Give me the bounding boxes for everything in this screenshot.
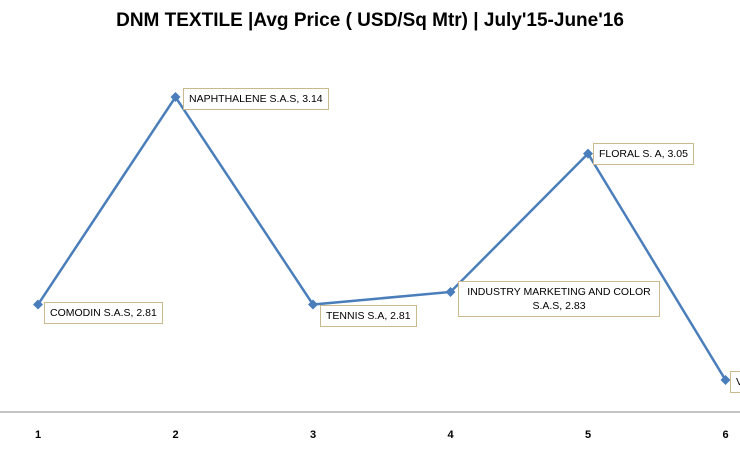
data-point-marker — [33, 299, 43, 310]
data-label: V — [730, 371, 740, 393]
data-label: COMODIN S.A.S, 2.81 — [44, 302, 163, 324]
data-point-marker — [583, 148, 593, 159]
x-tick-label: 2 — [172, 429, 178, 441]
x-tick-label: 4 — [447, 429, 454, 441]
x-tick-label: 5 — [585, 429, 591, 441]
data-label: INDUSTRY MARKETING AND COLOR S.A.S, 2.83 — [458, 281, 660, 317]
data-label: NAPHTHALENE S.A.S, 3.14 — [183, 88, 329, 110]
data-point-marker — [170, 92, 181, 102]
data-label: FLORAL S. A, 3.05 — [593, 143, 694, 165]
data-label: TENNIS S.A, 2.81 — [320, 305, 417, 327]
x-tick-label: 3 — [310, 429, 316, 441]
chart-title: DNM TEXTILE |Avg Price ( USD/Sq Mtr) | J… — [116, 10, 624, 31]
x-tick-label: 6 — [722, 429, 728, 441]
data-point-marker — [445, 286, 456, 297]
data-point-marker — [720, 375, 731, 385]
x-tick-label: 1 — [35, 429, 41, 441]
data-point-marker — [308, 299, 318, 310]
series-line — [36, 94, 727, 381]
